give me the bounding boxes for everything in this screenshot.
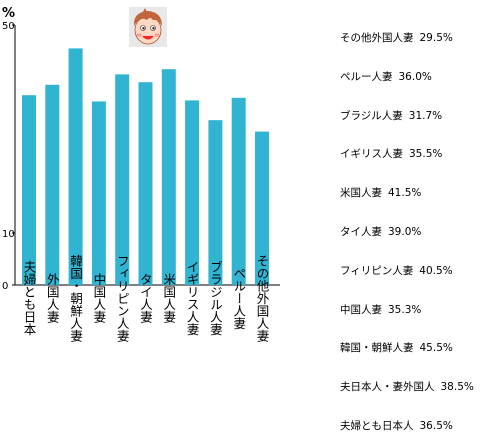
bar [22, 95, 36, 285]
bar-chart: % 50 10 0 夫婦とも日本 外国人妻 韓国・朝鮮人妻 中国人妻 フィリピン人妻 タイ人妻… [2, 6, 280, 342]
legend-value: 36.0% [398, 70, 432, 83]
bar [185, 100, 200, 286]
legend-value: 41.5% [388, 187, 422, 200]
x-tick-label: イギリス人妻 [185, 261, 200, 337]
x-tick-label: 米国人妻 [161, 273, 176, 324]
legend-label: 夫日本人・妻外国人 [340, 381, 435, 394]
legend-item: 夫日本人・妻外国人 38.5% [340, 380, 474, 394]
x-tick-label: 外国人妻 [45, 273, 60, 324]
legend-label: フィリピン人妻 [340, 264, 414, 277]
x-tick-label: ペルー人妻 [231, 267, 246, 330]
legend-value: 36.5% [419, 420, 453, 432]
y-unit-label: % [2, 6, 15, 21]
legend-item: フィリピン人妻 40.5% [340, 264, 453, 278]
bar [45, 84, 60, 285]
bar [115, 74, 130, 286]
x-tick-label: タイ人妻 [138, 273, 153, 324]
legend-label: タイ人妻 [340, 226, 382, 238]
legend-value: 35.5% [409, 148, 443, 161]
legend-item: その他外国人妻 29.5% [340, 31, 453, 45]
legend-value: 35.3% [388, 303, 422, 316]
legend-value: 45.5% [419, 342, 453, 355]
cartoon-boy-face-icon [129, 7, 167, 47]
legend-item: 韓国・朝鮮人妻 45.5% [340, 341, 453, 355]
bar [161, 69, 176, 285]
y-tick-label: 50 [2, 21, 15, 32]
legend-value: 38.5% [440, 381, 474, 394]
legend-label: 米国人妻 [340, 187, 382, 200]
bar [91, 101, 106, 285]
x-tick-label: 韓国・朝鮮人妻 [68, 254, 83, 342]
legend-label: ブラジル人妻 [340, 109, 403, 122]
x-tick-label: ブラジル人妻 [208, 260, 223, 337]
legend-value: 39.0% [388, 226, 422, 238]
legend-label: その他外国人妻 [340, 32, 414, 44]
x-tick-label: 夫婦とも日本 [22, 261, 37, 337]
bar [231, 97, 246, 285]
legend-item: イギリス人妻 35.5% [340, 147, 442, 161]
legend-value: 40.5% [419, 264, 453, 277]
legend-item: タイ人妻 39.0% [340, 225, 421, 239]
legend-value: 29.5% [419, 32, 453, 44]
legend-item: 中国人妻 35.3% [340, 303, 421, 317]
bar [138, 82, 153, 285]
x-tick-label: フィリピン人妻 [115, 254, 130, 342]
x-tick-label: 中国人妻 [91, 272, 106, 324]
x-tick-label: その他外国人妻 [255, 254, 270, 342]
y-tick-label: 0 [2, 281, 8, 292]
legend-label: 夫婦とも日本人 [340, 420, 414, 432]
legend-value: 31.7% [408, 109, 443, 122]
legend-item: 米国人妻 41.5% [340, 186, 421, 200]
legend-item: ブラジル人妻 31.7% [340, 109, 442, 123]
legend-item: 夫婦とも日本人 36.5% [340, 419, 453, 433]
y-tick-label: 10 [2, 229, 15, 240]
legend-label: 中国人妻 [340, 303, 382, 316]
legend-label: ペルー人妻 [340, 70, 393, 83]
legend-label: イギリス人妻 [340, 148, 403, 161]
bar [68, 48, 83, 286]
legend-item: ペルー人妻 36.0% [340, 70, 432, 84]
legend-label: 韓国・朝鮮人妻 [340, 342, 414, 355]
bar [208, 120, 223, 285]
legend: その他外国人妻 29.5% ペルー人妻 36.0% ブラジル人妻 31.7% イギリス人妻 3… [340, 0, 492, 440]
bar [255, 131, 269, 285]
